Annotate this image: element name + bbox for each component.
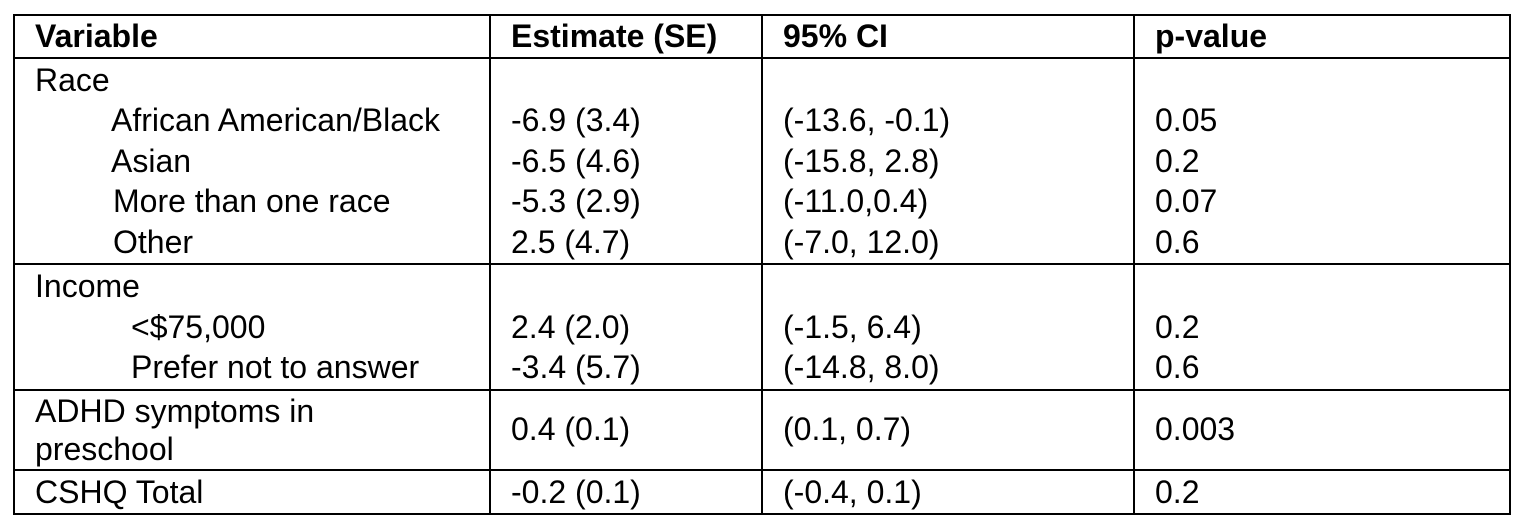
variable-label: Asian xyxy=(111,142,192,179)
income-group: Income <$75,000 Prefer not to answer 2.4… xyxy=(13,264,1511,391)
estimate-value: -6.5 (4.6) xyxy=(511,142,641,179)
adhd-group: ADHD symptoms in preschool 0.4 (0.1) (0.… xyxy=(13,389,1511,471)
p-value: 0.2 xyxy=(1155,308,1200,345)
p-value-cell: 0.05 0.2 0.07 0.6 xyxy=(1133,57,1511,265)
p-value: 0.6 xyxy=(1155,223,1200,260)
estimate-value: 0.4 (0.1) xyxy=(489,389,763,471)
p-value: 0.07 xyxy=(1155,183,1218,219)
blank-line xyxy=(783,266,1133,307)
cshq-group: CSHQ Total -0.2 (0.1) (-0.4, 0.1) 0.2 xyxy=(13,469,1511,515)
header-row: Variable Estimate (SE) 95% CI p-value xyxy=(13,14,1511,59)
variable-label: African American/Black xyxy=(111,102,441,138)
results-table-container: Variable Estimate (SE) 95% CI p-value Ra… xyxy=(13,14,1511,515)
ci-value: (-11.0,0.4) xyxy=(783,183,929,219)
estimate-value: 2.4 (2.0) xyxy=(511,308,631,345)
header-p-value: p-value xyxy=(1133,14,1511,59)
ci-value: (-15.8, 2.8) xyxy=(783,142,940,179)
estimate-value: -5.3 (2.9) xyxy=(511,183,641,219)
variable-label: CSHQ Total xyxy=(13,469,491,515)
ci-value: (-13.6, -0.1) xyxy=(783,102,951,138)
header-variable: Variable xyxy=(13,14,491,59)
header-estimate: Estimate (SE) xyxy=(489,14,763,59)
estimate-value: -3.4 (5.7) xyxy=(511,349,641,385)
estimate-value: -6.9 (3.4) xyxy=(511,102,641,138)
group-label-race: Race xyxy=(35,61,110,98)
p-value: 0.003 xyxy=(1133,389,1511,471)
ci-value: (-7.0, 12.0) xyxy=(783,223,940,260)
race-group: Race African American/Black Asian More t… xyxy=(13,57,1511,265)
table-row: CSHQ Total -0.2 (0.1) (-0.4, 0.1) 0.2 xyxy=(13,469,1511,515)
table-row: Income <$75,000 Prefer not to answer 2.4… xyxy=(13,264,1511,391)
blank-line xyxy=(1155,266,1509,307)
blank-line xyxy=(783,60,1133,101)
ci-cell: (-1.5, 6.4) (-14.8, 8.0) xyxy=(761,264,1135,391)
blank-line xyxy=(511,266,761,307)
table-header: Variable Estimate (SE) 95% CI p-value xyxy=(13,14,1511,59)
header-ci: 95% CI xyxy=(761,14,1135,59)
variable-label: More than one race xyxy=(113,183,391,219)
p-value: 0.6 xyxy=(1155,349,1200,385)
p-value-cell: 0.2 0.6 xyxy=(1133,264,1511,391)
table-row: Race African American/Black Asian More t… xyxy=(13,57,1511,265)
blank-line xyxy=(1155,60,1509,101)
variable-cell: Income <$75,000 Prefer not to answer xyxy=(13,264,491,391)
ci-value: (-0.4, 0.1) xyxy=(761,469,1135,515)
p-value: 0.05 xyxy=(1155,102,1218,138)
p-value: 0.2 xyxy=(1155,142,1200,179)
estimate-value: -0.2 (0.1) xyxy=(489,469,763,515)
table-row: ADHD symptoms in preschool 0.4 (0.1) (0.… xyxy=(13,389,1511,471)
ci-cell: (-13.6, -0.1) (-15.8, 2.8) (-11.0,0.4) (… xyxy=(761,57,1135,265)
variable-cell: ADHD symptoms in preschool xyxy=(13,389,491,471)
ci-value: (0.1, 0.7) xyxy=(761,389,1135,471)
blank-line xyxy=(511,60,761,101)
estimate-value: 2.5 (4.7) xyxy=(511,223,631,260)
variable-label: Other xyxy=(113,223,194,260)
variable-label: ADHD symptoms in preschool xyxy=(35,392,315,467)
group-label-income: Income xyxy=(35,268,140,304)
estimate-cell: 2.4 (2.0) -3.4 (5.7) xyxy=(489,264,763,391)
variable-label: Prefer not to answer xyxy=(131,349,420,385)
variable-cell: Race African American/Black Asian More t… xyxy=(13,57,491,265)
estimate-cell: -6.9 (3.4) -6.5 (4.6) -5.3 (2.9) 2.5 (4.… xyxy=(489,57,763,265)
p-value: 0.2 xyxy=(1133,469,1511,515)
variable-label: <$75,000 xyxy=(131,308,266,345)
ci-value: (-1.5, 6.4) xyxy=(783,308,922,345)
results-table: Variable Estimate (SE) 95% CI p-value Ra… xyxy=(13,14,1511,515)
ci-value: (-14.8, 8.0) xyxy=(783,349,940,385)
